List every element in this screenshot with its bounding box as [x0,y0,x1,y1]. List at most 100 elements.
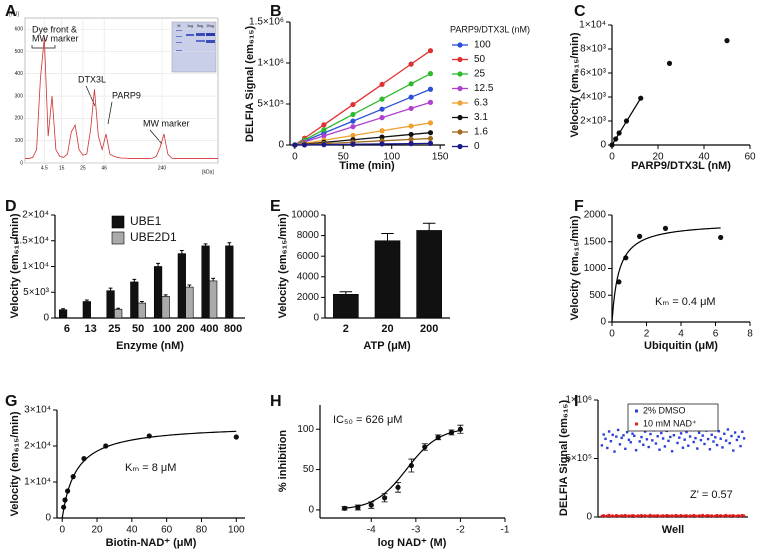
point [708,514,712,518]
point [733,515,737,518]
point [350,124,356,130]
point [350,111,356,118]
point [647,445,650,449]
point [667,514,670,517]
point [687,515,690,518]
point [726,428,730,431]
legend-swatch [457,114,463,121]
bar [416,230,442,319]
point [627,514,631,517]
point [676,441,679,445]
legend-swatch [111,231,125,245]
gel-image [171,21,217,73]
point [379,134,385,140]
y-tick-label: 6×10³ [580,68,607,79]
panel-letter: C [574,3,586,20]
annotation: PARP9 [112,90,141,100]
point [669,435,672,439]
point [408,61,414,67]
point [622,434,625,437]
point [652,514,656,517]
point [687,444,690,447]
point [739,444,742,448]
legend-label: 3.1 [474,112,488,123]
point [726,514,730,518]
y-tick-label: 1500 [584,236,607,247]
fit-curve [611,227,721,323]
annotation-arrows [31,45,163,145]
gel-lane-label: M [178,24,181,28]
legend-label: 100 [474,40,491,51]
point [651,514,654,518]
x-tick-label: 25 [108,323,120,335]
point [742,437,746,440]
point [674,513,677,517]
point [427,71,434,77]
point [717,430,721,433]
legend-label: 2% DMSO [643,405,686,415]
point [699,514,703,518]
point [616,514,620,518]
point [611,514,614,517]
point [427,135,434,142]
point [645,515,649,518]
bar [130,281,139,319]
point [427,130,434,136]
point [706,514,710,517]
bar [333,294,359,319]
y-tick-label: 5×10³ [23,287,50,298]
x-axis-title: [kDa] [202,169,214,175]
y-tick-label: 2×10³ [580,116,607,127]
point [737,514,740,517]
point [715,443,719,447]
point [688,514,692,517]
y-tick-label: 100 [297,424,314,435]
point [638,440,641,443]
x-tick-label: 8 [747,329,753,340]
x-tick-label: 200 [420,323,438,335]
point [631,432,634,435]
y-tick-label: 1000 [584,263,607,274]
point [685,514,688,517]
y-tick-label: 1×10⁶ [257,58,284,69]
gel-lane-label: 1ug [187,24,193,28]
y-tick-label: 50 [303,464,315,475]
point [661,514,665,517]
y-tick-label: 5×10⁵ [257,99,284,110]
y-axis-title: Velocity (em₆₁₅/min) [569,32,581,137]
x-tick-label: 46 [101,165,107,171]
y-axis-title: Velocity (em₆₁₅/min) [569,215,581,320]
legend-swatch [457,42,463,48]
point [427,86,434,92]
point [699,438,703,442]
point [640,513,643,517]
point [710,514,713,517]
x-axis-title: log NAD⁺ (M) [378,537,447,549]
x-tick-label: 20 [381,323,393,335]
x-tick-label: 0 [609,329,615,340]
point [600,514,604,518]
point [633,434,636,438]
point [706,437,710,441]
error-bar [422,222,436,231]
annotation: Z' = 0.57 [690,489,733,501]
point [735,514,739,518]
y-tick-label: 8000 [297,230,320,241]
point [427,140,434,146]
point [678,514,681,518]
point [615,435,618,438]
point [408,141,414,147]
point [723,432,726,436]
x-tick-label: 400 [200,323,218,335]
y-axis-title: [FU] [9,11,19,17]
y-tick-label: 0 [308,505,314,516]
x-tick-label: 2 [343,323,349,335]
point [728,441,731,445]
legend-swatch [457,100,463,106]
point [643,430,647,433]
error-bar [116,307,121,310]
point [368,502,374,508]
x-tick-label: 60 [161,525,173,536]
point [618,443,622,446]
legend-swatch [457,71,463,77]
